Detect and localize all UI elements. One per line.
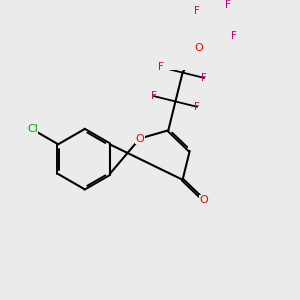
Text: O: O — [200, 195, 208, 206]
Text: F: F — [194, 6, 200, 16]
Text: F: F — [225, 0, 231, 10]
Text: Cl: Cl — [27, 124, 38, 134]
Text: F: F — [194, 102, 200, 112]
Text: F: F — [151, 91, 157, 101]
Text: O: O — [195, 43, 203, 53]
Text: F: F — [231, 31, 237, 41]
Text: F: F — [158, 62, 164, 72]
Text: F: F — [201, 73, 207, 83]
Text: O: O — [135, 134, 144, 144]
